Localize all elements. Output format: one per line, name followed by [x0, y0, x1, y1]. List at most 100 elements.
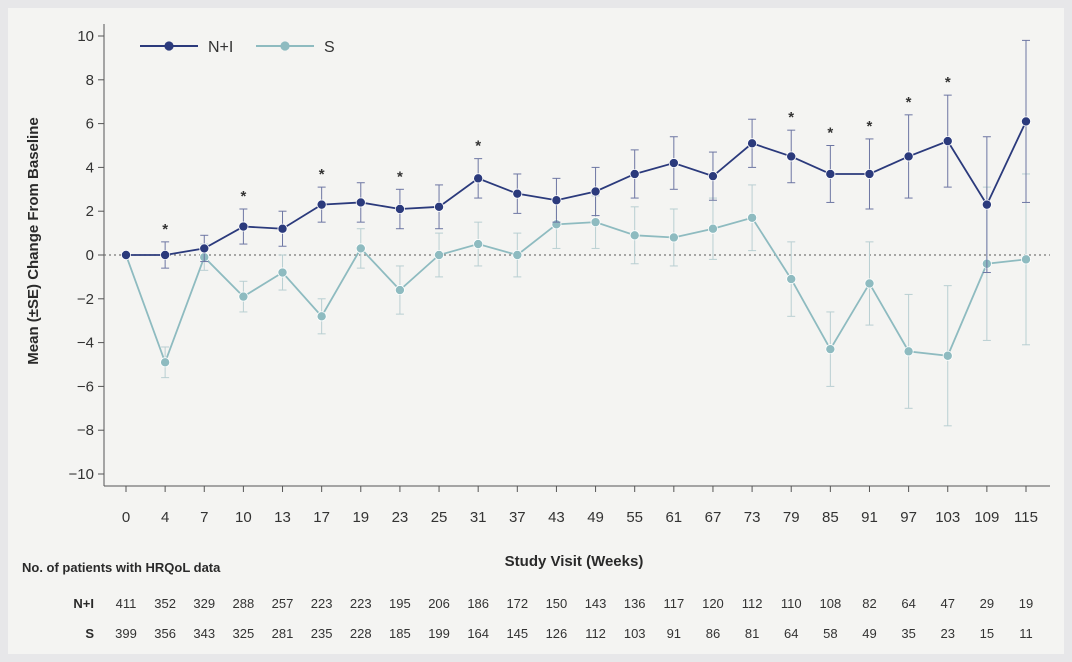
significance-marker: *	[397, 168, 403, 185]
y-tick-label: −6	[77, 378, 94, 395]
data-point-n-i	[707, 171, 718, 182]
data-point-s	[394, 285, 405, 296]
y-tick-label: 0	[86, 247, 94, 264]
chart-frame: 10 8 6 4 2 0 −2 −4 −6 −8 −10 0 4 7 10 13 17 19 23 25 31 37 43 4…	[8, 8, 1064, 654]
x-tick-label: 97	[900, 509, 917, 526]
table-cell-n-i: 117	[663, 596, 684, 611]
data-point-s	[434, 249, 445, 260]
table-cell-s: 145	[506, 626, 528, 641]
table-cell-s: 91	[667, 626, 681, 641]
plot-area: 10 8 6 4 2 0 −2 −4 −6 −8 −10 0 4 7 10 13 17 19 23 25 31 37 43 4…	[69, 24, 1050, 526]
data-point-n-i	[629, 168, 640, 179]
y-axis-title: Mean (±SE) Change From Baseline	[25, 117, 42, 364]
table-cell-n-i: 195	[389, 596, 411, 611]
table-cell-s: 199	[428, 626, 450, 641]
significance-marker: *	[162, 221, 168, 238]
y-tick-label: −10	[69, 466, 94, 483]
data-point-s	[864, 278, 875, 289]
table-cell-s: 235	[311, 626, 333, 641]
legend-label-n-i: N+I	[208, 39, 233, 56]
x-tick-label: 4	[161, 509, 169, 526]
x-tick-label: 43	[548, 509, 565, 526]
table-cell-s: 58	[823, 626, 837, 641]
y-tick-label: 4	[86, 159, 94, 176]
table-cell-s: 399	[115, 626, 137, 641]
data-point-n-i	[747, 138, 758, 149]
table-cell-n-i: 411	[116, 596, 137, 611]
table-cell-n-i: 47	[941, 596, 955, 611]
table-cell-n-i: 223	[350, 596, 372, 611]
x-tick-label: 7	[200, 509, 208, 526]
table-cell-s: 11	[1019, 626, 1033, 641]
table-cell-s: 325	[233, 626, 255, 641]
data-point-n-i	[277, 223, 288, 234]
data-point-n-i	[434, 201, 445, 212]
table-cell-s: 81	[745, 626, 759, 641]
data-point-n-i	[590, 186, 601, 197]
table-cell-n-i: 206	[428, 596, 450, 611]
data-point-n-i	[473, 173, 484, 184]
data-point-s	[747, 212, 758, 223]
x-tick-label: 55	[626, 509, 643, 526]
data-point-n-i	[512, 188, 523, 199]
table-cell-n-i: 112	[742, 596, 763, 611]
x-tick-label: 79	[783, 509, 800, 526]
table-cell-n-i: 150	[546, 596, 568, 611]
data-point-s	[629, 230, 640, 241]
data-point-s	[160, 357, 171, 368]
data-point-s	[277, 267, 288, 278]
table-cell-n-i: 329	[193, 596, 215, 611]
data-point-s	[316, 311, 327, 322]
table-cell-n-i: 223	[311, 596, 333, 611]
table-cell-s: 185	[389, 626, 411, 641]
table-cell-n-i: 120	[702, 596, 724, 611]
y-tick-label: −2	[77, 291, 94, 308]
table-cell-s: 126	[546, 626, 568, 641]
data-point-n-i	[316, 199, 327, 210]
data-point-n-i	[1021, 116, 1032, 127]
data-point-n-i	[981, 199, 992, 210]
significance-marker: *	[788, 109, 794, 126]
table-cell-n-i: 110	[781, 596, 802, 611]
significance-marker: *	[906, 94, 912, 111]
table-cell-n-i: 108	[819, 596, 841, 611]
table-cell-n-i: 288	[233, 596, 255, 611]
data-point-s	[1021, 254, 1032, 265]
data-point-n-i	[238, 221, 249, 232]
x-tick-label: 37	[509, 509, 526, 526]
data-point-s	[903, 346, 914, 357]
table-cell-s: 86	[706, 626, 720, 641]
data-point-n-i	[942, 136, 953, 147]
table-cell-s: 112	[585, 626, 606, 641]
x-tick-label: 67	[705, 509, 722, 526]
table-cell-s: 35	[901, 626, 915, 641]
y-tick-label: 2	[86, 203, 94, 220]
legend: N+I S	[140, 39, 335, 56]
y-tick-label: −4	[77, 335, 94, 352]
data-point-n-i	[668, 158, 679, 169]
x-tick-label: 19	[352, 509, 369, 526]
x-tick-label: 109	[974, 509, 999, 526]
table-cell-s: 64	[784, 626, 798, 641]
table-cell-s: 343	[193, 626, 215, 641]
data-point-s	[355, 243, 366, 254]
data-point-s	[707, 223, 718, 234]
table-cell-n-i: 29	[980, 596, 994, 611]
y-tick-label: 8	[86, 72, 94, 89]
significance-marker: *	[319, 166, 325, 183]
table-cell-n-i: 64	[901, 596, 915, 611]
data-point-s	[473, 239, 484, 250]
data-point-s	[786, 274, 797, 285]
y-tick-label: −8	[77, 422, 94, 439]
table-cell-n-i: 352	[154, 596, 176, 611]
x-tick-label: 85	[822, 509, 839, 526]
table-cell-n-i: 257	[272, 596, 294, 611]
table-cell-n-i: 186	[467, 596, 489, 611]
y-tick-label: 6	[86, 116, 94, 133]
table-row-label-n-i: N+I	[73, 596, 94, 611]
x-tick-label: 13	[274, 509, 291, 526]
table-cell-s: 228	[350, 626, 372, 641]
table-cell-s: 103	[624, 626, 646, 641]
data-point-s	[512, 249, 523, 260]
